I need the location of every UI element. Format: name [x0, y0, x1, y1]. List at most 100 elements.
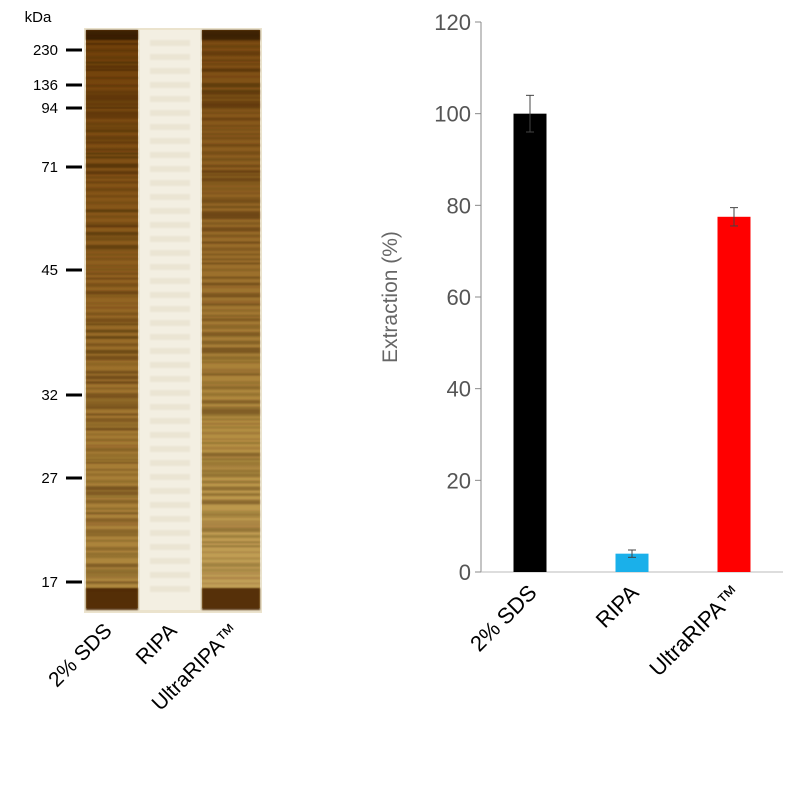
- gel-band: [202, 356, 260, 360]
- gel-band: [86, 588, 138, 610]
- gel-band: [150, 320, 190, 326]
- gel-band: [86, 209, 138, 213]
- gel-band: [202, 340, 260, 345]
- gel-band: [86, 576, 138, 579]
- gel-band: [86, 156, 138, 159]
- gel-band: [86, 473, 138, 476]
- gel-band: [150, 446, 190, 452]
- gel-band: [86, 375, 138, 380]
- gel-band: [202, 368, 260, 373]
- gel-band: [86, 272, 138, 275]
- gel-band: [202, 545, 260, 548]
- gel-band: [202, 143, 260, 147]
- gel-band: [150, 572, 190, 578]
- gel-band: [202, 164, 260, 168]
- gel-marker-label: 230: [33, 42, 58, 59]
- gel-band: [86, 122, 138, 126]
- gel-band: [202, 502, 260, 505]
- gel-band: [86, 533, 138, 537]
- gel-band: [86, 458, 138, 461]
- gel-band: [86, 77, 138, 79]
- gel-band: [150, 376, 190, 382]
- gel-band: [86, 349, 138, 354]
- gel-band: [86, 163, 138, 168]
- gel-band: [86, 244, 138, 249]
- gel-band: [202, 551, 260, 553]
- gel-band: [202, 318, 260, 322]
- gel-lane-label-ripa: RIPA: [132, 619, 182, 669]
- gel-band: [202, 241, 260, 244]
- gel-band: [202, 286, 260, 289]
- gel-band: [202, 465, 260, 469]
- gel-band: [202, 347, 260, 352]
- gel-band: [202, 234, 260, 238]
- gel-band: [150, 348, 190, 354]
- gel-band: [150, 124, 190, 130]
- x-category-label: RIPA: [591, 580, 644, 633]
- gel-band: [150, 404, 190, 410]
- gel-band: [202, 151, 260, 155]
- gel-band: [202, 413, 260, 417]
- gel-band: [86, 98, 138, 102]
- gel-band: [86, 152, 138, 155]
- gel-band: [202, 473, 260, 478]
- gel-band: [202, 107, 260, 110]
- gel-band: [202, 75, 260, 78]
- gel-marker-label: 45: [41, 262, 58, 279]
- gel-band: [150, 586, 190, 592]
- x-category-label: 2% SDS: [465, 580, 541, 656]
- gel-band: [86, 529, 138, 534]
- gel-band: [202, 181, 260, 186]
- gel-band: [86, 277, 138, 280]
- gel-band: [86, 480, 138, 483]
- gel-band: [86, 248, 138, 252]
- gel-band: [202, 324, 260, 329]
- gel-band: [86, 336, 138, 339]
- gel-panel: kDa 230 136 94 71 45 32 27 17 2% SDS RIPA Ultra…: [25, 9, 262, 715]
- gel-band: [150, 530, 190, 536]
- gel-marker-ladder: 230 136 94 71 45 32 27 17: [33, 42, 82, 591]
- gel-band: [202, 510, 260, 516]
- gel-band: [202, 480, 260, 484]
- gel-band: [202, 158, 260, 161]
- gel-band: [86, 69, 138, 71]
- gel-band: [150, 292, 190, 298]
- gel-band: [86, 438, 138, 442]
- gel-band: [150, 152, 190, 158]
- gel-band: [202, 117, 260, 121]
- gel-band: [86, 486, 138, 491]
- gel-band: [86, 568, 138, 573]
- gel-band: [202, 385, 260, 390]
- gel-band: [202, 197, 260, 201]
- gel-band: [202, 63, 260, 65]
- gel-band: [150, 516, 190, 522]
- y-tick-label: 120: [434, 10, 471, 35]
- gel-band: [202, 30, 260, 40]
- gel-band: [86, 65, 138, 69]
- gel-band: [86, 396, 138, 401]
- gel-band: [86, 539, 138, 542]
- gel-band: [150, 194, 190, 200]
- gel-band: [150, 68, 190, 74]
- gel-band: [202, 400, 260, 404]
- gel-band: [202, 535, 260, 538]
- gel-band: [202, 300, 260, 305]
- gel-band: [202, 83, 260, 88]
- gel-band: [202, 422, 260, 425]
- gel-band: [202, 373, 260, 376]
- gel-band: [202, 582, 260, 585]
- gel-band: [86, 195, 138, 197]
- gel-band: [202, 524, 260, 529]
- gel-band: [202, 222, 260, 225]
- gel-marker-label: 32: [41, 387, 58, 404]
- gel-bands: [86, 30, 260, 610]
- gel-band: [150, 236, 190, 242]
- gel-band: [202, 89, 260, 93]
- bar: [615, 553, 649, 572]
- gel-band: [150, 54, 190, 60]
- gel-band: [86, 461, 138, 464]
- gel-band: [202, 442, 260, 444]
- gel-band: [202, 96, 260, 100]
- gel-band: [202, 59, 260, 62]
- gel-band: [202, 54, 260, 56]
